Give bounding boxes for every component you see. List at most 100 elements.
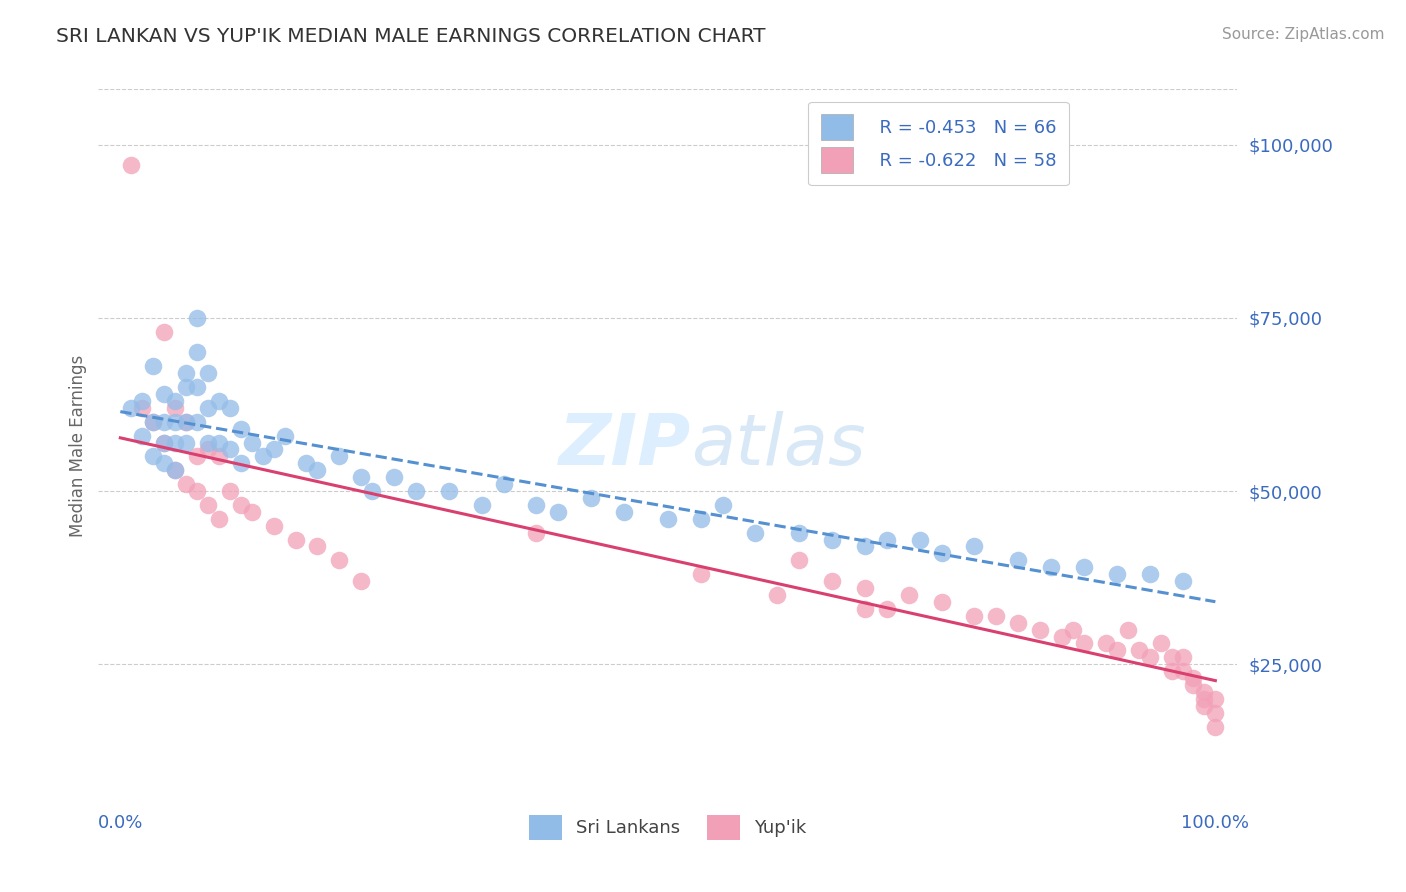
Text: Source: ZipAtlas.com: Source: ZipAtlas.com xyxy=(1222,27,1385,42)
Point xyxy=(766,588,789,602)
Point xyxy=(165,435,187,450)
Point xyxy=(328,553,350,567)
Point xyxy=(240,435,263,450)
Point xyxy=(876,533,898,547)
Point xyxy=(931,595,953,609)
Point xyxy=(579,491,602,505)
Point xyxy=(613,505,636,519)
Point xyxy=(263,442,285,457)
Point xyxy=(218,483,240,498)
Point xyxy=(689,567,711,582)
Point xyxy=(1194,698,1216,713)
Point xyxy=(229,422,252,436)
Point xyxy=(853,540,876,554)
Point xyxy=(1062,623,1084,637)
Point xyxy=(273,428,295,442)
Point xyxy=(174,477,197,491)
Point xyxy=(131,428,153,442)
Point xyxy=(1171,574,1194,588)
Point xyxy=(931,546,953,560)
Point xyxy=(1182,671,1205,685)
Point xyxy=(131,401,153,415)
Point xyxy=(197,498,219,512)
Point xyxy=(153,435,176,450)
Point xyxy=(197,435,219,450)
Point xyxy=(1149,636,1171,650)
Point xyxy=(657,512,679,526)
Point xyxy=(471,498,494,512)
Point xyxy=(229,456,252,470)
Text: ZIP: ZIP xyxy=(558,411,690,481)
Point xyxy=(174,366,197,380)
Point xyxy=(174,415,197,429)
Point xyxy=(295,456,318,470)
Point xyxy=(1095,636,1118,650)
Point xyxy=(197,442,219,457)
Point xyxy=(218,442,240,457)
Point xyxy=(1040,560,1063,574)
Point xyxy=(1171,664,1194,678)
Point xyxy=(744,525,766,540)
Point xyxy=(142,450,165,464)
Point xyxy=(526,498,548,512)
Point xyxy=(153,456,176,470)
Point xyxy=(526,525,548,540)
Point xyxy=(165,415,187,429)
Point xyxy=(120,401,142,415)
Text: atlas: atlas xyxy=(690,411,865,481)
Point xyxy=(263,518,285,533)
Point xyxy=(1105,567,1128,582)
Point xyxy=(153,387,176,401)
Point xyxy=(186,310,208,325)
Point xyxy=(186,415,208,429)
Point xyxy=(153,325,176,339)
Point xyxy=(208,435,231,450)
Point xyxy=(1139,567,1161,582)
Point xyxy=(142,415,165,429)
Point xyxy=(252,450,274,464)
Point xyxy=(492,477,515,491)
Point xyxy=(986,608,1008,623)
Point xyxy=(821,533,844,547)
Point xyxy=(787,525,810,540)
Y-axis label: Median Male Earnings: Median Male Earnings xyxy=(69,355,87,537)
Point xyxy=(174,415,197,429)
Point xyxy=(897,588,920,602)
Point xyxy=(197,401,219,415)
Point xyxy=(1204,720,1226,734)
Point xyxy=(186,345,208,359)
Point xyxy=(153,415,176,429)
Point xyxy=(174,435,197,450)
Point xyxy=(1171,650,1194,665)
Point xyxy=(1073,560,1095,574)
Point xyxy=(547,505,569,519)
Point xyxy=(307,463,329,477)
Point xyxy=(908,533,931,547)
Point xyxy=(1007,615,1029,630)
Point xyxy=(240,505,263,519)
Point xyxy=(1073,636,1095,650)
Point xyxy=(328,450,350,464)
Point xyxy=(1128,643,1150,657)
Point xyxy=(1194,685,1216,699)
Point xyxy=(437,483,460,498)
Point xyxy=(174,380,197,394)
Point xyxy=(787,553,810,567)
Legend: Sri Lankans, Yup'ik: Sri Lankans, Yup'ik xyxy=(522,807,814,847)
Point xyxy=(186,450,208,464)
Point xyxy=(153,435,176,450)
Point xyxy=(1007,553,1029,567)
Point xyxy=(1105,643,1128,657)
Point xyxy=(120,158,142,172)
Point xyxy=(142,415,165,429)
Point xyxy=(1194,691,1216,706)
Point xyxy=(1116,623,1139,637)
Point xyxy=(876,602,898,616)
Point xyxy=(361,483,384,498)
Point xyxy=(186,483,208,498)
Point xyxy=(208,394,231,409)
Point xyxy=(689,512,711,526)
Point xyxy=(307,540,329,554)
Point xyxy=(405,483,427,498)
Point xyxy=(853,581,876,595)
